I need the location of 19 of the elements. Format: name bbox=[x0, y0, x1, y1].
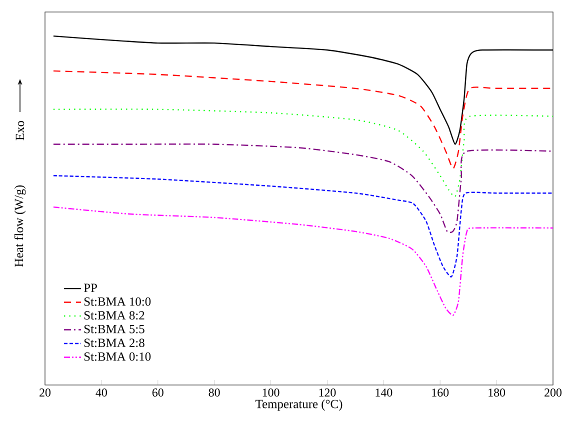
y-axis-title: Heat flow (W/g) bbox=[14, 185, 26, 267]
x-axis-title: Temperature (°C) bbox=[256, 399, 342, 411]
legend-label: St:BMA 5:5 bbox=[84, 324, 144, 334]
legend-label: St:BMA 8:2 bbox=[84, 311, 144, 320]
legend-label: St:BMA 10:0 bbox=[84, 297, 151, 306]
x-tick-label: 180 bbox=[488, 388, 506, 397]
legend-label: St:BMA 0:10 bbox=[84, 352, 151, 361]
x-tick-label: 20 bbox=[40, 388, 51, 397]
x-tick-label: 60 bbox=[152, 388, 164, 397]
legend-label: St:BMA 2:8 bbox=[84, 338, 144, 348]
legend-label: PP bbox=[84, 284, 97, 292]
x-tick-label: 160 bbox=[432, 388, 449, 397]
x-tick-label: 100 bbox=[262, 388, 280, 397]
x-tick-label: 120 bbox=[319, 388, 336, 397]
x-tick-label: 40 bbox=[96, 388, 107, 397]
x-tick-label: 140 bbox=[376, 388, 392, 397]
text: Exo bbox=[16, 120, 24, 140]
x-tick-label: 200 bbox=[544, 388, 562, 397]
x-tick-label: 80 bbox=[208, 388, 220, 397]
